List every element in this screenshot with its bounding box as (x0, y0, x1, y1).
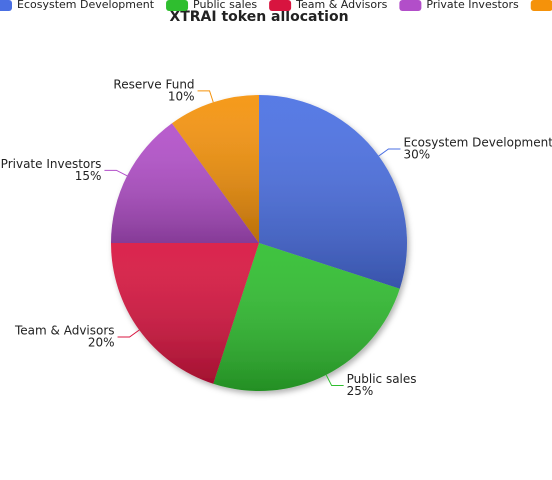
slice-label: Team & Advisors (14, 324, 115, 338)
leader-line (104, 169, 128, 177)
slice-shade (111, 123, 259, 243)
slice-shade (213, 243, 400, 391)
legend-swatch (530, 0, 552, 11)
slice-value: 10% (168, 89, 195, 103)
legend-swatch (399, 0, 422, 11)
slice-shade (172, 95, 259, 243)
slice-value: 25% (347, 384, 374, 398)
leader-line (325, 374, 344, 387)
legend-label: Team & Advisors (295, 0, 388, 11)
legend-label: Public sales (193, 0, 257, 11)
slice-label: Reserve Fund (113, 77, 194, 91)
legend-swatch (269, 0, 292, 11)
leader-line (378, 148, 401, 157)
slice-value: 20% (88, 336, 115, 350)
legend-label: Ecosystem Development (17, 0, 155, 11)
slice-value: 15% (75, 169, 102, 183)
slice-label: Private Investors (1, 157, 102, 171)
legend-label: Private Investors (426, 0, 519, 11)
slice-label: Ecosystem Development (403, 135, 552, 149)
leader-line (197, 90, 214, 103)
slice-shade (259, 95, 407, 289)
chart-title: XTRAI token allocation (169, 9, 348, 25)
legend-swatch (166, 0, 189, 11)
slice-label: Public sales (347, 372, 417, 386)
pie (111, 95, 407, 391)
slice-value: 30% (403, 147, 430, 161)
leader-line (117, 329, 140, 338)
legend-swatch (0, 0, 12, 11)
slice-shade (111, 243, 259, 384)
